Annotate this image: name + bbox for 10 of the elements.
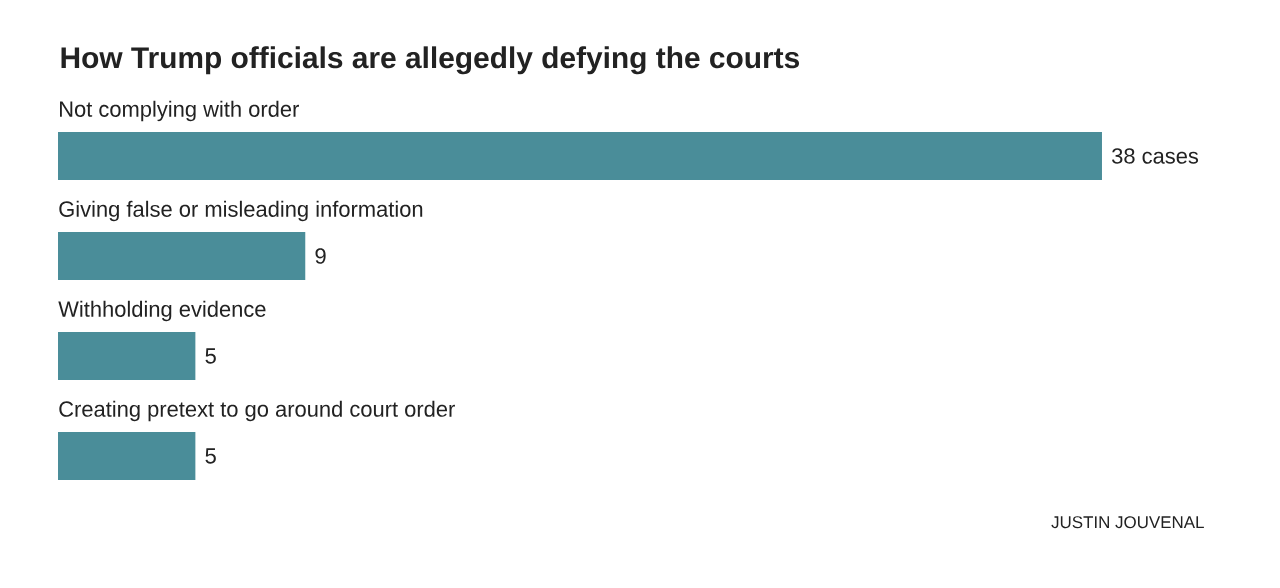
data-label: 5 xyxy=(205,348,216,364)
data-label: 38 cases xyxy=(1112,148,1199,164)
y-tick-label: Creating pretext to go around court order xyxy=(59,400,455,422)
text: JUSTIN JOUVENAL xyxy=(1051,516,1204,529)
y-tick-label: Not complying with order xyxy=(60,100,299,122)
chart-title: How Trump officials are allegedly defying the courts xyxy=(61,46,800,75)
data-label: 5 xyxy=(205,448,216,464)
y-tick-label: Giving false or misleading information xyxy=(59,200,423,222)
data-label: 9 xyxy=(315,248,326,264)
y-tick-label: Withholding evidence xyxy=(58,300,266,322)
